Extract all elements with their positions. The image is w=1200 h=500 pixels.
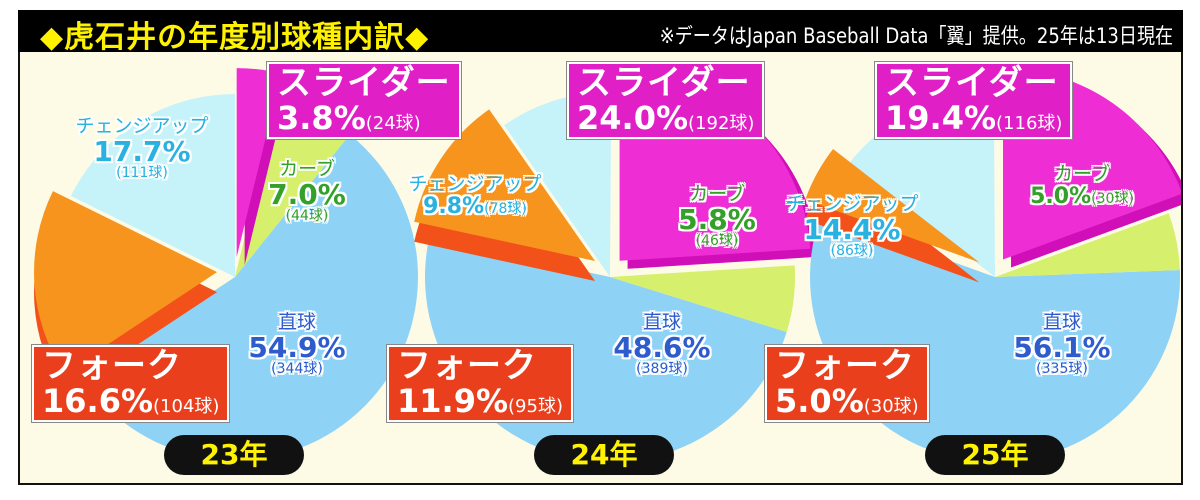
changeup-label: チェンジアップ 14.4% (86球) bbox=[785, 193, 919, 260]
changeup-name: チェンジアップ bbox=[75, 115, 209, 137]
slider-value-row: 3.8%(24球) bbox=[277, 98, 451, 137]
fork-value-row: 16.6%(104球) bbox=[42, 381, 220, 420]
slice-curve bbox=[235, 99, 350, 277]
fork-label-box: フォーク 16.6%(104球) bbox=[32, 345, 230, 423]
curve-percent: 5.8% bbox=[678, 202, 756, 236]
year-title: 24年 bbox=[570, 438, 638, 471]
slider-label-box: スライダー 19.4%(116球) bbox=[875, 62, 1073, 140]
curve-label: カーブ 5.8% (46球) bbox=[678, 183, 756, 250]
fork-name: フォーク bbox=[42, 346, 182, 386]
slider-count: (116球) bbox=[996, 112, 1063, 134]
slider-percent: 3.8% bbox=[277, 98, 366, 137]
curve-name: カーブ bbox=[279, 158, 335, 180]
fork-name: フォーク bbox=[397, 346, 537, 386]
fork-label-box: フォーク 11.9%(95球) bbox=[387, 345, 573, 423]
changeup-count: (78球) bbox=[484, 200, 527, 217]
curve-label: カーブ 7.0% (44球) bbox=[268, 158, 346, 225]
slider-label-box: スライダー 24.0%(192球) bbox=[567, 62, 765, 140]
changeup-percent: 9.8% bbox=[423, 193, 485, 219]
fork-count: (104球) bbox=[153, 395, 220, 417]
year-pill: 23年 bbox=[164, 435, 304, 475]
fork-count: (30球) bbox=[863, 395, 919, 417]
year-pill: 24年 bbox=[534, 435, 674, 475]
changeup-name: チェンジアップ bbox=[408, 173, 542, 195]
slider-name: スライダー bbox=[277, 63, 451, 103]
slider-value-row: 19.4%(116球) bbox=[885, 98, 1063, 137]
year-title: 25年 bbox=[961, 438, 1029, 471]
curve-percent: 7.0% bbox=[268, 177, 346, 211]
fork-value-row: 11.9%(95球) bbox=[397, 381, 563, 420]
slice-changeup bbox=[70, 93, 235, 277]
straight-count: (389球) bbox=[636, 361, 688, 378]
straight-name: 直球 bbox=[277, 311, 317, 333]
slider-label-box: スライダー 3.8%(24球) bbox=[267, 62, 461, 140]
slider-name: スライダー bbox=[577, 63, 751, 103]
curve-name: カーブ bbox=[689, 183, 745, 205]
curve-percent: 5.0% bbox=[1030, 183, 1092, 209]
curve-name: カーブ bbox=[1054, 163, 1110, 185]
slice-curve bbox=[610, 265, 795, 332]
slice-fork bbox=[805, 148, 980, 263]
slider-count: (192球) bbox=[688, 112, 755, 134]
changeup-count: (111球) bbox=[116, 165, 168, 182]
straight-count: (344球) bbox=[271, 361, 323, 378]
changeup-label: チェンジアップ 17.7% (111球) bbox=[75, 115, 209, 182]
changeup-name: チェンジアップ bbox=[785, 193, 919, 215]
straight-percent: 48.6% bbox=[613, 330, 711, 364]
chart-frame: スライダー 3.8%(24球) フォーク 16.6%(104球) チェンジアップ 17.7… bbox=[18, 52, 1183, 485]
slice-fork bbox=[34, 191, 218, 374]
pie-25 bbox=[805, 68, 1181, 462]
changeup-label: チェンジアップ 9.8%(78球) bbox=[408, 173, 542, 218]
changeup-percent: 14.4% bbox=[803, 212, 901, 246]
slider-percent: 19.4% bbox=[885, 98, 997, 137]
straight-percent: 54.9% bbox=[248, 330, 346, 364]
fork-percent: 11.9% bbox=[397, 381, 509, 420]
curve-value-row: 5.0%(30球) bbox=[1030, 185, 1134, 208]
fork-count: (95球) bbox=[508, 395, 563, 417]
changeup-value-row: 9.8%(78球) bbox=[408, 195, 541, 218]
slice-curve bbox=[995, 213, 1180, 277]
straight-count: (335球) bbox=[1036, 361, 1088, 378]
straight-name: 直球 bbox=[642, 311, 682, 333]
fork-label-box: フォーク 5.0%(30球) bbox=[765, 345, 929, 423]
straight-label: 直球 48.6% (389球) bbox=[613, 311, 711, 378]
slice-fork bbox=[414, 109, 596, 262]
changeup-percent: 17.7% bbox=[93, 134, 191, 168]
year-pill: 25年 bbox=[925, 435, 1065, 475]
slider-value-row: 24.0%(192球) bbox=[577, 98, 755, 137]
curve-label: カーブ 5.0%(30球) bbox=[1030, 163, 1134, 208]
chart-title: ◆虎石井の年度別球種内訳◆ bbox=[40, 20, 430, 55]
slider-name: スライダー bbox=[885, 63, 1059, 103]
year-title: 23年 bbox=[200, 438, 268, 471]
straight-percent: 56.1% bbox=[1013, 330, 1111, 364]
curve-count: (46球) bbox=[695, 233, 739, 250]
curve-count: (44球) bbox=[285, 208, 329, 225]
slider-count: (24球) bbox=[365, 112, 421, 134]
straight-name: 直球 bbox=[1042, 311, 1082, 333]
header-bar: ◆虎石井の年度別球種内訳◆ ※データはJapan Baseball Data「翼… bbox=[18, 10, 1183, 55]
straight-label: 直球 56.1% (335球) bbox=[1013, 311, 1111, 378]
fork-value-row: 5.0%(30球) bbox=[775, 381, 919, 420]
fork-percent: 16.6% bbox=[42, 381, 154, 420]
slider-percent: 24.0% bbox=[577, 98, 689, 137]
fork-name: フォーク bbox=[775, 346, 915, 386]
pie-charts bbox=[34, 68, 1181, 463]
straight-label: 直球 54.9% (344球) bbox=[248, 311, 346, 378]
curve-count: (30球) bbox=[1091, 190, 1134, 207]
source-note: ※データはJapan Baseball Data「翼」提供。25年は13日現在 bbox=[659, 24, 1173, 48]
fork-percent: 5.0% bbox=[775, 381, 864, 420]
changeup-count: (86球) bbox=[830, 243, 874, 260]
